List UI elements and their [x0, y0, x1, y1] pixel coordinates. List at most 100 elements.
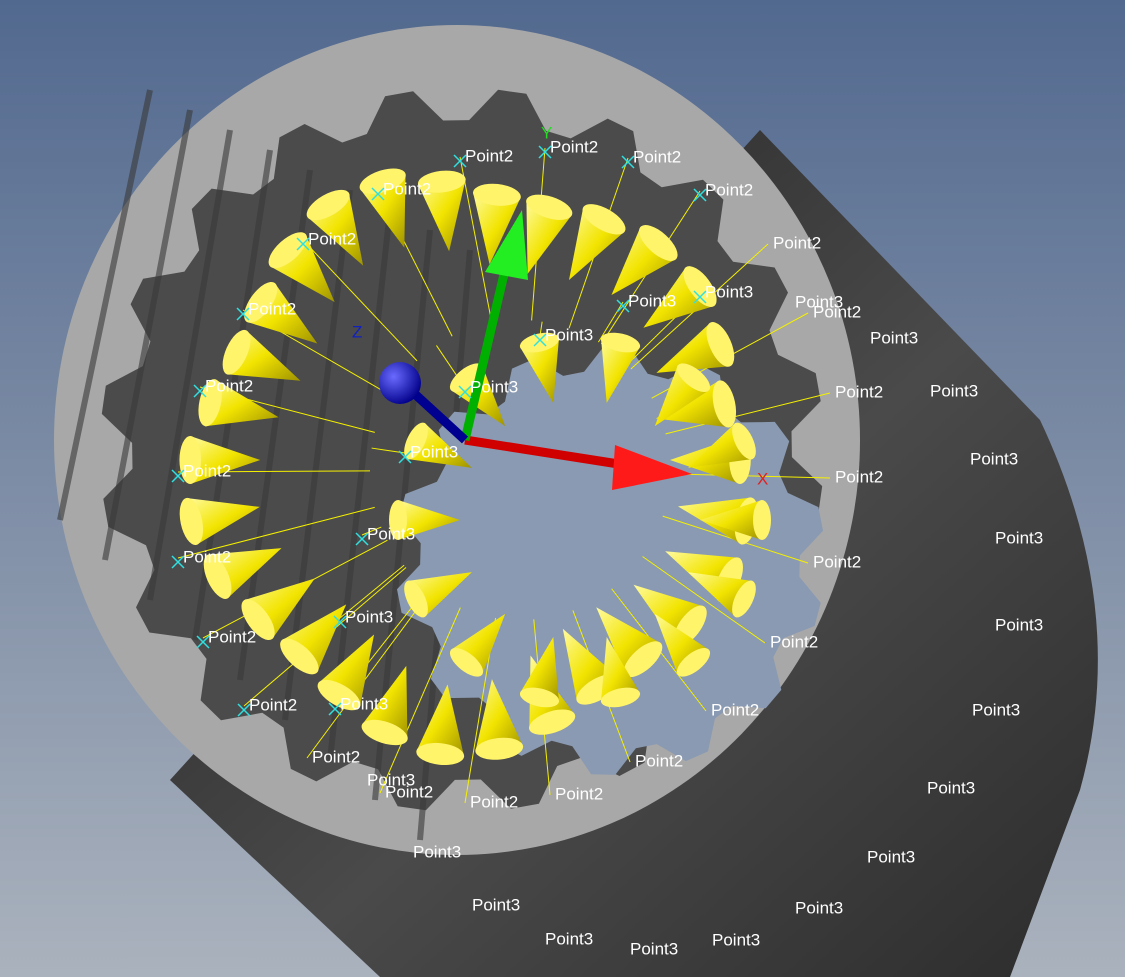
- leader-line: [361, 526, 382, 536]
- point3-label: Point3: [345, 607, 393, 626]
- cone-base: [359, 168, 406, 194]
- point3-label: Point3: [712, 930, 760, 949]
- cone-base: [676, 647, 711, 677]
- point3-label: Point3: [705, 282, 753, 301]
- cone-base: [683, 266, 717, 307]
- cone: [611, 226, 677, 296]
- point-marker: [458, 385, 472, 399]
- point2-label: Point2: [383, 179, 431, 198]
- cone-base: [519, 332, 560, 353]
- cone-base: [317, 679, 361, 711]
- cone-base: [600, 687, 641, 708]
- gear-shade: [57, 89, 153, 521]
- point2-label: Point2: [183, 547, 231, 566]
- cone: [398, 500, 460, 540]
- point2-label: Point2: [635, 751, 683, 770]
- point-marker: [693, 290, 707, 304]
- cone: [601, 636, 640, 702]
- leader-line: [379, 607, 461, 794]
- cone-base: [203, 554, 232, 599]
- cone: [520, 338, 559, 404]
- point-marker: [693, 188, 707, 202]
- point3-label: Point3: [472, 895, 520, 914]
- leader-line: [597, 301, 624, 343]
- point3-label: Point3: [972, 700, 1020, 719]
- leader-line: [177, 506, 375, 559]
- cone-base: [416, 742, 465, 765]
- point3-label: Point3: [367, 524, 415, 543]
- leader-line: [642, 556, 766, 644]
- cone-base: [306, 189, 350, 221]
- point2-label: Point2: [385, 782, 433, 801]
- cone: [473, 192, 521, 265]
- point2-label: Point2: [183, 461, 231, 480]
- cone-base: [222, 329, 251, 375]
- cone: [655, 380, 730, 428]
- point2-label: Point2: [208, 627, 256, 646]
- cone-base: [639, 225, 678, 261]
- cone-base: [389, 500, 407, 540]
- cone: [269, 234, 335, 303]
- point2-label: Point2: [470, 792, 518, 811]
- point-marker: [296, 237, 310, 251]
- cone-base: [706, 322, 735, 367]
- point2-label: Point2: [773, 233, 821, 252]
- point2-label: Point2: [205, 376, 253, 395]
- cone: [475, 679, 524, 752]
- leader-line: [459, 156, 493, 323]
- gear-shade: [102, 109, 193, 561]
- cone: [596, 607, 661, 676]
- point2-label: Point2: [308, 229, 356, 248]
- point-marker: [533, 333, 547, 347]
- point2-label: Point2: [770, 632, 818, 651]
- point2-label: Point2: [633, 147, 681, 166]
- cone: [601, 338, 640, 404]
- point3-label: Point3: [870, 328, 918, 347]
- point3-label: Point3: [795, 292, 843, 311]
- cone: [281, 604, 347, 673]
- point3-label: Point3: [930, 381, 978, 400]
- point2-label: Point2: [465, 146, 513, 165]
- axis-label-x: X: [757, 469, 768, 488]
- triad: X Y Z: [352, 123, 768, 490]
- cone-base: [244, 281, 278, 323]
- point3-label: Point3: [995, 615, 1043, 634]
- point2-label: Point2: [711, 700, 759, 719]
- point2-label: Point2: [312, 747, 360, 766]
- point2-label: Point2: [248, 299, 296, 318]
- cone: [416, 684, 465, 757]
- point3-label: Point3: [545, 929, 593, 948]
- cone-base: [600, 332, 641, 353]
- point-marker: [196, 635, 210, 649]
- point3-label: Point3: [410, 442, 458, 461]
- cone-base: [732, 422, 756, 460]
- cone-base: [753, 500, 771, 540]
- point-marker: [453, 154, 467, 168]
- leader-line: [665, 392, 831, 435]
- point2-label: Point2: [813, 302, 861, 321]
- point3-label: Point3: [867, 847, 915, 866]
- point-marker: [328, 702, 342, 716]
- point3-label: Point3: [367, 770, 415, 789]
- point3-label: Point3: [630, 939, 678, 958]
- cone-base: [404, 580, 428, 618]
- cone-base: [361, 719, 408, 746]
- point-marker: [237, 703, 251, 717]
- point3-label: Point3: [470, 377, 518, 396]
- cone: [205, 379, 279, 427]
- leader-line: [339, 564, 405, 619]
- point-marker: [355, 532, 369, 546]
- point3-label: Point3: [340, 694, 388, 713]
- cone-base: [179, 436, 202, 484]
- point-marker: [371, 187, 385, 201]
- cone-base: [268, 232, 308, 269]
- cone-base: [732, 580, 756, 618]
- cone: [520, 636, 559, 702]
- cone-base: [676, 363, 711, 393]
- axis-label-z: Z: [352, 322, 362, 341]
- point3-label: Point3: [628, 291, 676, 310]
- point2-label: Point2: [835, 382, 883, 401]
- point-marker: [193, 384, 207, 398]
